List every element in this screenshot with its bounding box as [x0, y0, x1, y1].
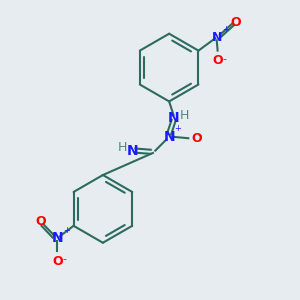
Text: N: N [52, 231, 63, 245]
Text: -: - [197, 130, 201, 140]
Text: -: - [223, 55, 226, 64]
Text: N: N [212, 31, 222, 44]
Text: O: O [230, 16, 241, 29]
Text: N: N [168, 111, 179, 124]
Text: N: N [163, 130, 175, 144]
Text: H: H [118, 141, 127, 154]
Text: O: O [35, 214, 46, 228]
Text: O: O [212, 55, 223, 68]
Text: N: N [127, 144, 138, 158]
Text: +: + [63, 226, 70, 235]
Text: +: + [174, 124, 181, 133]
Text: +: + [222, 25, 229, 34]
Text: -: - [63, 254, 67, 264]
Text: O: O [52, 255, 63, 268]
Text: O: O [191, 132, 202, 145]
Text: H: H [180, 109, 189, 122]
